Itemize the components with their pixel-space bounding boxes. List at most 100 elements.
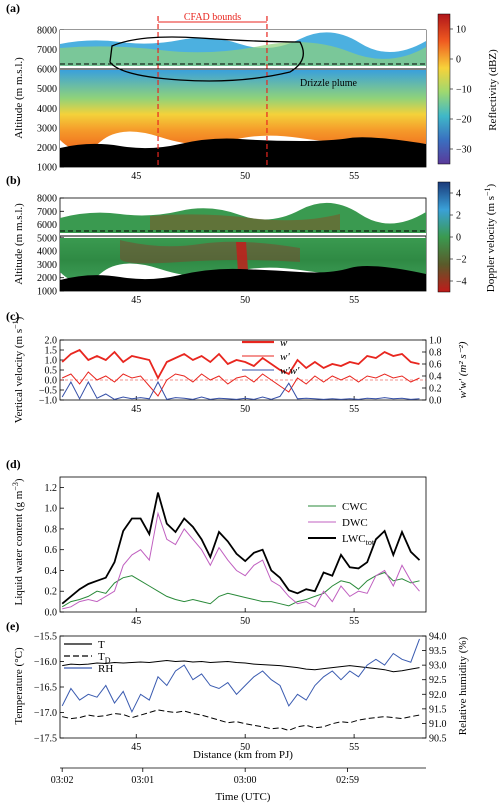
y2-tick-label: 0.0 — [429, 396, 442, 407]
legend-cwc-label: CWC — [342, 501, 367, 513]
y-tick-label: 2.0 — [45, 336, 58, 347]
distance-axis-label: Distance (km from PJ) — [193, 749, 293, 761]
y-tick-label: −15.5 — [34, 632, 57, 643]
gap-layer — [60, 66, 426, 68]
legend-w-label: w — [280, 337, 288, 349]
legend-wprime-label: w' — [280, 351, 290, 363]
colorbar-tick-label: −4 — [456, 277, 467, 288]
panel-e: (e) −17.5 −17.0 −16.5 −16.0 −15.5 90.5 91.0 91.… — [6, 619, 469, 761]
drizzle-plume-contour — [109, 36, 304, 82]
reflectivity-colorbar-label: Reflectivity (dBZ) — [487, 49, 499, 131]
x-tick-label: 50 — [240, 616, 250, 627]
reflectivity-colorbar — [437, 13, 451, 165]
y2-tick-label: 92.0 — [429, 690, 447, 701]
y-tick-label: 1.2 — [45, 483, 58, 494]
y-tick-label: 3000 — [37, 123, 57, 134]
doppler-downdraft-lower — [120, 240, 300, 264]
x-tick-label: 45 — [131, 295, 141, 306]
colorbar-tick-label: 2 — [456, 211, 461, 222]
y2-tick-label: 0.8 — [429, 348, 442, 359]
y-tick-label: 1.0 — [45, 504, 58, 515]
x-tick-label: 50 — [240, 171, 250, 182]
panel-b-label: (b) — [6, 173, 21, 187]
upper-cloud-core — [60, 42, 426, 66]
reflectivity-colorbar-ticks: 10 0 −10 −20 −30 — [450, 25, 472, 156]
colorbar-tick-label: −20 — [456, 115, 472, 126]
reflectivity-field — [60, 30, 426, 167]
y2-tick-label: 91.0 — [429, 719, 447, 730]
panel-c-series — [60, 348, 426, 400]
legend-dwc-label: DWC — [342, 517, 368, 529]
x-tick-label: 50 — [240, 404, 250, 415]
terrain-b — [60, 266, 426, 291]
series-line-RH — [61, 638, 420, 713]
series-line-T — [62, 659, 420, 673]
x-tick-label: 55 — [349, 295, 359, 306]
doppler-gap — [60, 233, 426, 236]
x-tick-label: 55 — [349, 742, 359, 753]
doppler-downdraft-upper — [150, 214, 340, 230]
y-tick-label: 6000 — [37, 220, 57, 231]
y2-tick-label: 93.0 — [429, 661, 447, 672]
colorbar-tick-label: −30 — [456, 145, 472, 156]
colorbar-tick-label: 10 — [456, 25, 466, 36]
y-tick-label: 0.6 — [45, 545, 58, 556]
panel-c: (c) −1.0−0.50.00.51.01.52.00.00.20.40.60… — [6, 309, 469, 423]
vertical-velocity-axis-label: Vertical velocity (m s−1) — [11, 316, 25, 423]
panel-d-series — [61, 492, 421, 610]
altitude-axis-label-b: Altitude (m m.s.l.) — [13, 203, 25, 285]
panel-c-axes: −1.0−0.50.00.51.01.52.00.00.20.40.60.81.… — [39, 336, 442, 416]
y-tick-label: 5000 — [37, 233, 57, 244]
y-tick-label: 1.0 — [45, 356, 58, 367]
x-tick-label: 45 — [131, 616, 141, 627]
y-tick-label: 0.8 — [45, 524, 58, 535]
series-line-w — [61, 348, 420, 380]
x-tick-label: 50 — [240, 295, 250, 306]
panel-d-axes: 0.0 0.2 0.4 0.6 0.8 1.0 1.2 45 50 55 — [45, 476, 427, 627]
y-tick-label: 8000 — [37, 26, 57, 37]
series-line-T-D — [62, 709, 420, 731]
panel-d: (d) 0.0 0.2 0.4 0.6 0.8 1.0 1.2 45 50 55 Liquid w… — [6, 457, 427, 627]
x-tick-label: 45 — [131, 404, 141, 415]
humidity-axis-label: Relative humidity (%) — [457, 636, 469, 735]
y-tick-label: −16.5 — [34, 683, 57, 694]
x-tick-label: 45 — [131, 171, 141, 182]
doppler-strong-downdraft — [236, 242, 248, 272]
wprime-axis-label: w'w' (m² s⁻²) — [457, 341, 469, 398]
temperature-axis-label: Temperature (°C) — [13, 647, 25, 725]
y2-tick-label: 1.0 — [429, 336, 442, 347]
series-line-w-w- — [61, 380, 420, 400]
panel-a-label: (a) — [6, 1, 20, 15]
y-tick-label: 7000 — [37, 45, 57, 56]
x-tick-label: 55 — [349, 171, 359, 182]
y-tick-label: 3000 — [37, 260, 57, 271]
legend-lwc-label: LWCtot — [342, 533, 375, 547]
y-tick-label: 4000 — [37, 104, 57, 115]
y-tick-label: 0.0 — [45, 376, 58, 387]
panel-e-label: (e) — [6, 619, 19, 633]
colorbar-tick-label: 4 — [456, 189, 461, 200]
time-axis: 03:02 03:01 03:00 02:59 Time (UTC) — [51, 767, 426, 803]
time-axis-label: Time (UTC) — [216, 791, 271, 803]
panel-e-series — [61, 638, 420, 731]
series-line-w- — [61, 371, 420, 397]
time-tick-label: 02:59 — [336, 775, 359, 786]
y2-tick-label: 0.6 — [429, 360, 442, 371]
panel-d-legend: CWC DWC LWCtot — [308, 501, 375, 547]
legend-rh-label: RH — [98, 663, 113, 675]
terrain — [60, 137, 426, 167]
y2-tick-label: 92.5 — [429, 675, 447, 686]
panel-e-axes: −17.5 −17.0 −16.5 −16.0 −15.5 90.5 91.0 91.5 92.… — [34, 632, 447, 754]
x-tick-label: 55 — [349, 616, 359, 627]
y-tick-label: 0.4 — [45, 566, 58, 577]
y2-tick-label: 90.5 — [429, 734, 447, 745]
y-tick-label: 0.5 — [45, 366, 58, 377]
y-tick-label: 8000 — [37, 194, 57, 205]
colorbar-tick-label: 0 — [456, 55, 461, 66]
x-tick-label: 45 — [131, 742, 141, 753]
y-tick-label: 7000 — [37, 207, 57, 218]
x-tick-label: 50 — [240, 742, 250, 753]
panel-a: (a) 1000 2000 3000 4000 5000 6000 7000 8000 45 50… — [6, 1, 499, 182]
y-tick-label: 1000 — [37, 287, 57, 298]
